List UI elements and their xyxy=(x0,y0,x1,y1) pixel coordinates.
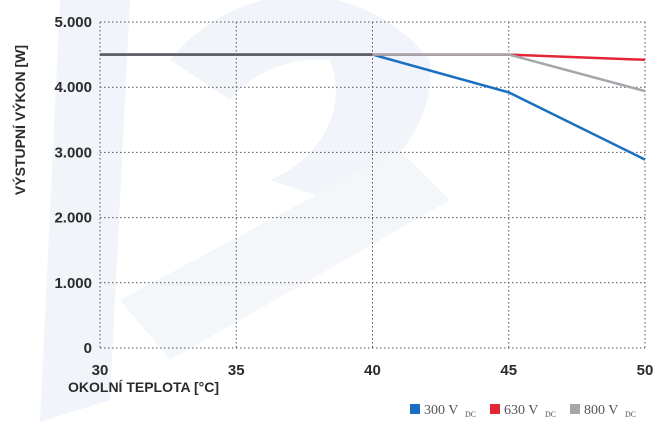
legend-swatch-1 xyxy=(490,404,500,414)
watermark xyxy=(40,0,450,422)
x-axis-ticks: 30 35 40 45 50 xyxy=(92,362,654,379)
y-tick-label: 2.000 xyxy=(54,210,92,227)
x-tick-label: 45 xyxy=(500,362,517,379)
legend-swatch-2 xyxy=(570,404,580,414)
x-tick-label: 35 xyxy=(228,362,245,379)
y-axis-ticks: 0 1.000 2.000 3.000 4.000 5.000 xyxy=(54,14,92,357)
y-axis-title: VÝSTUPNÍ VÝKON [W] xyxy=(11,45,28,195)
y-tick-label: 3.000 xyxy=(54,144,92,161)
x-tick-label: 40 xyxy=(364,362,381,379)
legend-label-0: 300 V xyxy=(424,403,458,418)
legend-subscript-0: DC xyxy=(465,410,476,419)
y-tick-label: 4.000 xyxy=(54,79,92,96)
grid xyxy=(99,21,646,349)
legend-swatch-0 xyxy=(410,404,420,414)
y-tick-label: 0 xyxy=(84,340,92,357)
x-axis-title: OKOLNÍ TEPLOTA [°C] xyxy=(68,379,219,395)
legend-label-1: 630 V xyxy=(504,403,538,418)
y-tick-label: 1.000 xyxy=(54,275,92,292)
x-tick-label: 30 xyxy=(92,362,109,379)
legend-subscript-2: DC xyxy=(625,410,636,419)
legend: 300 V DC 630 V DC 800 V DC xyxy=(410,403,636,419)
legend-label-2: 800 V xyxy=(584,403,618,418)
legend-subscript-1: DC xyxy=(545,410,556,419)
y-tick-label: 5.000 xyxy=(54,14,92,31)
x-tick-label: 50 xyxy=(637,362,654,379)
series-layer xyxy=(100,53,646,161)
